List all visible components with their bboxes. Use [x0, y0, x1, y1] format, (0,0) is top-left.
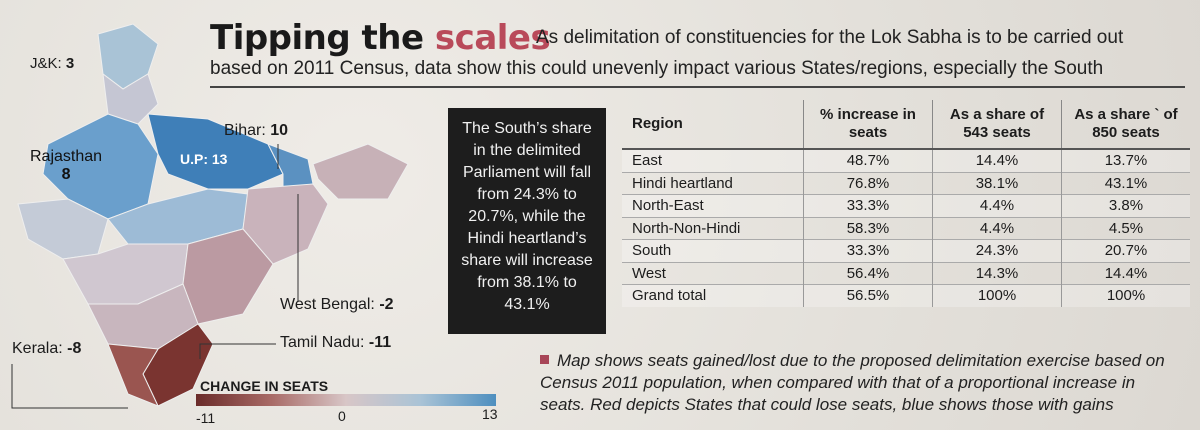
table-row: South 33.3% 24.3% 20.7% — [622, 239, 1190, 262]
table-row: Grand total 56.5% 100% 100% — [622, 284, 1190, 307]
cell-value: 43.1% — [1061, 171, 1190, 195]
cell-value: 3.8% — [1061, 194, 1190, 217]
cell-value: 58.3% — [803, 216, 933, 240]
cell-value: 33.3% — [803, 239, 933, 262]
header-share-543: As a share of 543 seats — [932, 100, 1062, 149]
cell-value: 48.7% — [803, 148, 933, 172]
cell-value: 56.5% — [803, 284, 933, 307]
legend-mid: 0 — [338, 408, 346, 424]
cell-region: South — [622, 239, 804, 262]
cell-value: 4.4% — [932, 194, 1062, 217]
label-up: U.P: 13 — [180, 151, 228, 167]
table-row: North-Non-Hindi 58.3% 4.4% 4.5% — [622, 216, 1190, 240]
table-header-row: Region % increase in seats As a share of… — [622, 100, 1190, 149]
map-region-kerala — [107, 343, 159, 407]
leader-line-kerala — [11, 364, 128, 409]
cell-region: East — [622, 148, 804, 172]
table-row: Hindi heartland 76.8% 38.1% 43.1% — [622, 171, 1190, 195]
header-region: Region — [632, 115, 683, 132]
cell-value: 33.3% — [803, 194, 933, 217]
cell-value: 24.3% — [932, 239, 1062, 262]
cell-value: 76.8% — [803, 171, 933, 195]
header-divider — [210, 86, 1185, 88]
india-map — [11, 23, 409, 409]
map-note: Map shows seats gained/lost due to the p… — [540, 350, 1180, 416]
legend-min: -11 — [196, 410, 216, 426]
table-row: North-East 33.3% 4.4% 3.8% — [622, 194, 1190, 217]
note-bullet-icon — [540, 355, 549, 364]
region-seat-table: Region % increase in seats As a share of… — [622, 100, 1190, 307]
headline-main: Tipping the — [210, 18, 435, 58]
cell-region: Hindi heartland — [622, 171, 804, 195]
table-row: West 56.4% 14.3% 14.4% — [622, 261, 1190, 285]
cell-value: 4.4% — [932, 216, 1062, 240]
header-share-850: As a share ` of 850 seats — [1061, 100, 1190, 149]
cell-region: North-Non-Hindi — [622, 216, 804, 240]
legend-color-scale — [196, 394, 496, 406]
legend-title: CHANGE IN SEATS — [200, 378, 329, 394]
label-tamil-nadu: Tamil Nadu: -11 — [280, 334, 392, 351]
intro-line-1: As delimitation of constituencies for th… — [536, 27, 1124, 48]
label-west-bengal: West Bengal: -2 — [280, 296, 394, 313]
cell-value: 14.4% — [1061, 261, 1190, 285]
map-region-ne — [312, 143, 409, 200]
cell-region: Grand total — [622, 284, 804, 307]
label-bihar: Bihar: 10 — [224, 122, 289, 139]
intro-line-2: based on 2011 Census, data show this cou… — [210, 58, 1104, 79]
cell-value: 14.4% — [932, 148, 1062, 172]
callout-box: The South’s share in the delimited Parli… — [448, 108, 606, 334]
table-row: East 48.7% 14.4% 13.7% — [622, 148, 1190, 172]
headline: Tipping the scales — [210, 18, 551, 58]
label-kerala: Kerala: -8 — [12, 340, 82, 357]
cell-region: West — [622, 261, 804, 285]
cell-value: 20.7% — [1061, 239, 1190, 262]
leader-line-tamil-nadu — [199, 343, 276, 359]
cell-value: 4.5% — [1061, 216, 1190, 240]
cell-value: 13.7% — [1061, 148, 1190, 172]
label-rajasthan: Rajasthan 8 — [30, 148, 103, 183]
cell-value: 56.4% — [803, 261, 933, 285]
cell-value: 100% — [932, 284, 1062, 307]
label-jk: J&K: 3 — [30, 55, 75, 72]
legend-max: 13 — [482, 406, 498, 422]
headline-accent: scales — [434, 18, 551, 58]
header-percent-increase: % increase in seats — [803, 100, 933, 149]
note-text: Map shows seats gained/lost due to the p… — [540, 351, 1165, 414]
cell-value: 38.1% — [932, 171, 1062, 195]
cell-value: 100% — [1061, 284, 1190, 307]
cell-region: North-East — [622, 194, 804, 217]
cell-value: 14.3% — [932, 261, 1062, 285]
